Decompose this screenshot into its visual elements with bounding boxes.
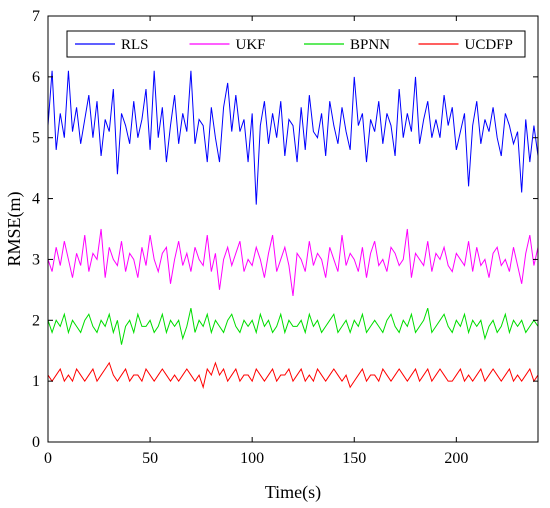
y-axis-label: RMSE(m) bbox=[4, 191, 25, 266]
legend-label-bpnn: BPNN bbox=[350, 37, 390, 53]
y-tick-label: 6 bbox=[32, 69, 40, 86]
legend: RLS UKF BPNN UCDFP bbox=[66, 30, 526, 58]
tick-layer: 0 50 100 150 200 0 1 2 3 4 5 6 7 bbox=[32, 8, 538, 467]
x-tick-label: 0 bbox=[44, 450, 52, 467]
x-tick-label: 150 bbox=[342, 450, 366, 467]
series-layer bbox=[47, 70, 539, 390]
x-tick-label: 200 bbox=[444, 450, 468, 467]
plot-area-frame bbox=[47, 15, 539, 443]
y-tick-label: 3 bbox=[32, 251, 40, 268]
legend-label-ucdfp: UCDFP bbox=[465, 37, 513, 53]
series-line-rls bbox=[47, 70, 539, 205]
y-tick-label: 7 bbox=[32, 8, 40, 25]
y-tick-label: 4 bbox=[32, 191, 40, 208]
series-line-ucdfp bbox=[47, 361, 539, 390]
y-tick-label: 2 bbox=[32, 312, 40, 329]
series-line-ukf bbox=[47, 228, 539, 297]
legend-label-rls: RLS bbox=[121, 37, 149, 53]
x-axis-label: Time(s) bbox=[265, 482, 321, 503]
x-tick-label: 50 bbox=[142, 450, 158, 467]
series-line-bpnn bbox=[47, 307, 539, 345]
y-tick-label: 0 bbox=[32, 434, 40, 451]
legend-label-ukf: UKF bbox=[236, 37, 266, 53]
y-tick-label: 1 bbox=[32, 373, 40, 390]
x-tick-label: 100 bbox=[240, 450, 264, 467]
y-tick-label: 5 bbox=[32, 130, 40, 147]
